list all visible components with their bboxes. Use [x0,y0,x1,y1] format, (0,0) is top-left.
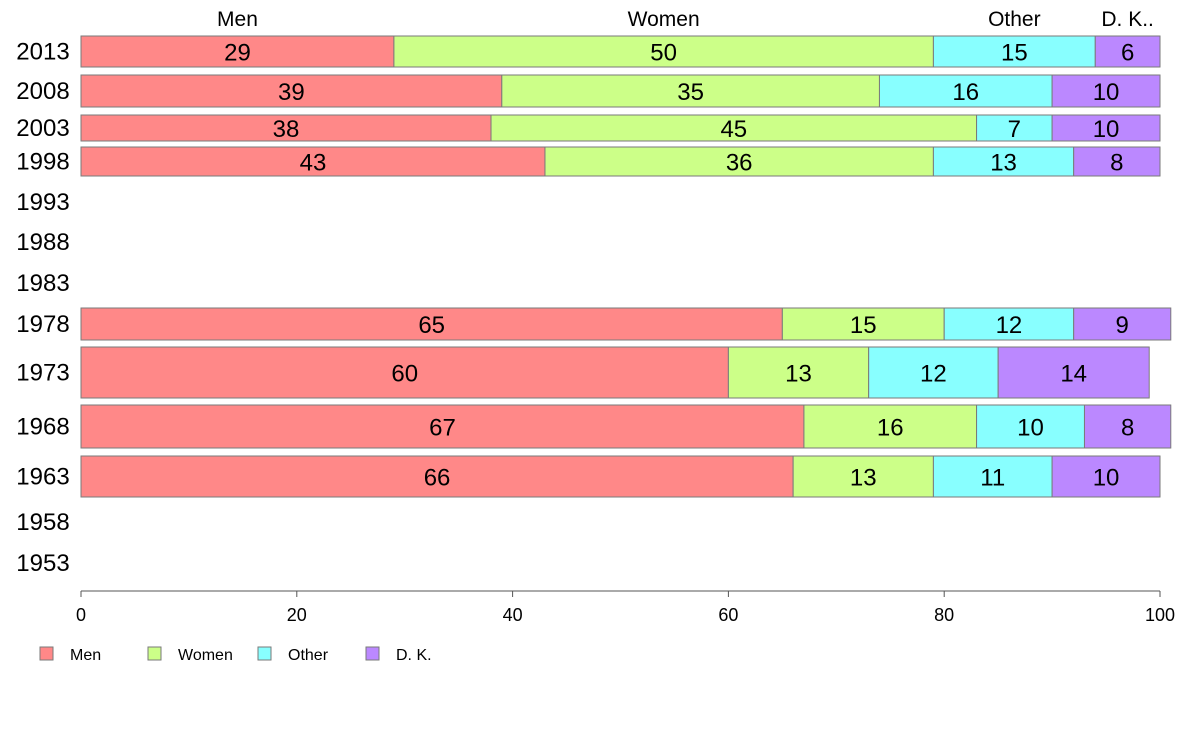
top-label-other: Other [988,8,1041,31]
top-label-men: Men [217,8,258,31]
bar-1978-women [781,307,945,341]
bar-1968-d-k [1083,404,1172,449]
year-label-1993: 1993 [16,189,69,216]
data-label-1963-d-k: 10 [1093,465,1120,492]
year-label-1973: 1973 [16,360,69,387]
bar-2013-d-k [1094,35,1161,68]
legend-swatch-d-k [365,646,380,661]
bar-1973-men [80,346,729,399]
year-label-2013: 2013 [16,39,69,66]
data-label-1973-d-k: 14 [1060,361,1087,388]
bar-2013-other [932,35,1096,68]
legend-swatch-other [257,646,272,661]
bar-1998-d-k [1073,146,1161,177]
bar-1973-other [868,346,999,399]
data-label-2008-men: 39 [278,79,305,106]
legend-label-women: Women [178,647,233,664]
x-axis: 0 20 40 60 80 100 [76,590,1175,625]
top-labels: Men Women Other D. K.. [217,8,1154,31]
year-label-1968: 1968 [16,414,69,441]
bar-1973-d-k [997,346,1150,399]
data-label-1963-women: 13 [850,465,877,492]
x-tick-label-60: 60 [718,605,738,625]
data-label-1998-men: 43 [300,150,327,177]
bar-2003-men [80,114,492,142]
data-label-2008-women: 35 [677,79,704,106]
year-label-1963: 1963 [16,464,69,491]
data-label-1998-d-k: 8 [1110,150,1123,177]
data-label-2013-d-k: 6 [1121,40,1134,67]
data-label-2008-other: 16 [952,79,979,106]
bar-2013-women [393,35,934,68]
bar-2008-d-k [1051,74,1161,108]
bar-1978-men [80,307,783,341]
year-label-2008: 2008 [16,78,69,105]
x-tick-label-40: 40 [503,605,523,625]
x-tick-label-20: 20 [287,605,307,625]
data-label-1973-men: 60 [391,361,418,388]
legend-label-d-k: D. K. [396,647,432,664]
data-label-1963-men: 66 [424,465,451,492]
year-label-1978: 1978 [16,311,69,338]
data-label-1973-women: 13 [785,361,812,388]
legend-label-men: Men [70,647,101,664]
legend-swatch-women [147,646,162,661]
bar-1963-other [932,455,1053,498]
year-label-1983: 1983 [16,270,69,297]
data-label-2013-women: 50 [650,40,677,67]
data-label-2003-men: 38 [273,116,300,143]
data-label-1973-other: 12 [920,361,947,388]
x-tick-label-80: 80 [934,605,954,625]
data-label-1978-women: 15 [850,312,877,339]
data-label-1978-other: 12 [996,312,1023,339]
bar-1968-men [80,404,805,449]
data-label-1963-other: 11 [980,465,1005,492]
data-label-1978-men: 65 [418,312,445,339]
bar-2008-women [501,74,880,108]
data-label-1978-d-k: 9 [1116,312,1129,339]
bar-1978-d-k [1073,307,1172,341]
bar-1978-other [943,307,1075,341]
legend-label-other: Other [288,647,329,664]
bar-2013-men [80,35,395,68]
top-label-d-k: D. K.. [1101,8,1154,31]
data-label-1998-women: 36 [726,150,753,177]
bars: 29 50 15 6 39 35 16 10 38 45 7 10 43 36 13 8 65 15 12 9 60 13… [80,35,1172,498]
data-label-2003-women: 45 [720,116,747,143]
data-label-2003-other: 7 [1008,116,1021,143]
data-label-2003-d-k: 10 [1093,116,1120,143]
legend-swatch-men [39,646,54,661]
bar-2008-other [878,74,1053,108]
x-tick-label-0: 0 [76,605,86,625]
year-label-2003: 2003 [16,115,69,142]
top-label-women: Women [628,8,700,31]
year-label-1953: 1953 [16,550,69,577]
bar-2003-women [490,114,978,142]
bar-1998-men [80,146,546,177]
bar-1963-men [80,455,794,498]
data-label-2008-d-k: 10 [1093,79,1120,106]
x-tick-label-100: 100 [1145,605,1175,625]
data-label-1968-d-k: 8 [1121,415,1134,442]
bar-1973-women [727,346,870,399]
bar-2008-men [80,74,503,108]
year-label-1988: 1988 [16,229,69,256]
bar-1968-other [976,404,1085,449]
legend: Men Women Other D. K. [39,646,432,664]
data-label-1968-other: 10 [1017,415,1044,442]
data-label-1968-men: 67 [429,415,456,442]
data-label-2013-men: 29 [224,40,251,67]
data-label-1998-other: 13 [990,150,1017,177]
bar-2003-d-k [1051,114,1161,142]
year-label-1998: 1998 [16,149,69,176]
bar-1998-women [544,146,934,177]
data-label-2013-other: 15 [1001,40,1028,67]
data-label-1968-women: 16 [877,415,904,442]
year-label-1958: 1958 [16,509,69,536]
bar-1963-d-k [1051,455,1161,498]
year-labels: 2013 2008 2003 1998 1993 1988 1983 1978 1973 1968… [16,39,69,578]
